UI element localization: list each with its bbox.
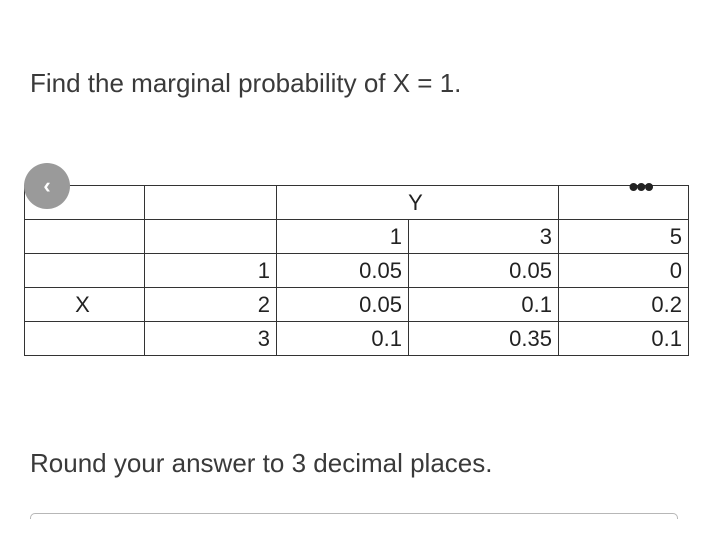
back-pill-button[interactable]: ‹ xyxy=(24,163,70,209)
x-row-header: 3 xyxy=(145,322,277,356)
blank-cell xyxy=(25,322,145,356)
answer-input[interactable] xyxy=(30,513,678,519)
table-cell: 0.05 xyxy=(409,254,559,288)
table-cell: 0.2 xyxy=(559,288,689,322)
blank-cell xyxy=(145,220,277,254)
blank-cell xyxy=(25,254,145,288)
instruction-text: Round your answer to 3 decimal places. xyxy=(30,448,690,479)
table-cell: 0.1 xyxy=(277,322,409,356)
probability-table-wrap: ‹ ••• Y 1 3 5 1 0.05 0. xyxy=(24,185,690,356)
table-cell: 0.35 xyxy=(409,322,559,356)
x-row-header: 1 xyxy=(145,254,277,288)
x-label: X xyxy=(25,288,145,322)
blank-cell xyxy=(25,220,145,254)
y-col-header: 1 xyxy=(277,220,409,254)
table-cell: 0.05 xyxy=(277,288,409,322)
table-cell: 0.05 xyxy=(277,254,409,288)
table-cell: 0.1 xyxy=(559,322,689,356)
table-cell: 0.1 xyxy=(409,288,559,322)
dots-icon: ••• xyxy=(629,171,652,203)
y-col-header: 3 xyxy=(409,220,559,254)
y-label: Y xyxy=(277,186,559,220)
x-row-header: 2 xyxy=(145,288,277,322)
probability-table: Y 1 3 5 1 0.05 0.05 0 X 2 0.05 0.1 xyxy=(24,185,689,356)
question-text: Find the marginal probability of X = 1. xyxy=(30,68,690,99)
table-cell: 0 xyxy=(559,254,689,288)
blank-cell xyxy=(145,186,277,220)
blank-cell xyxy=(559,186,689,220)
y-col-header: 5 xyxy=(559,220,689,254)
